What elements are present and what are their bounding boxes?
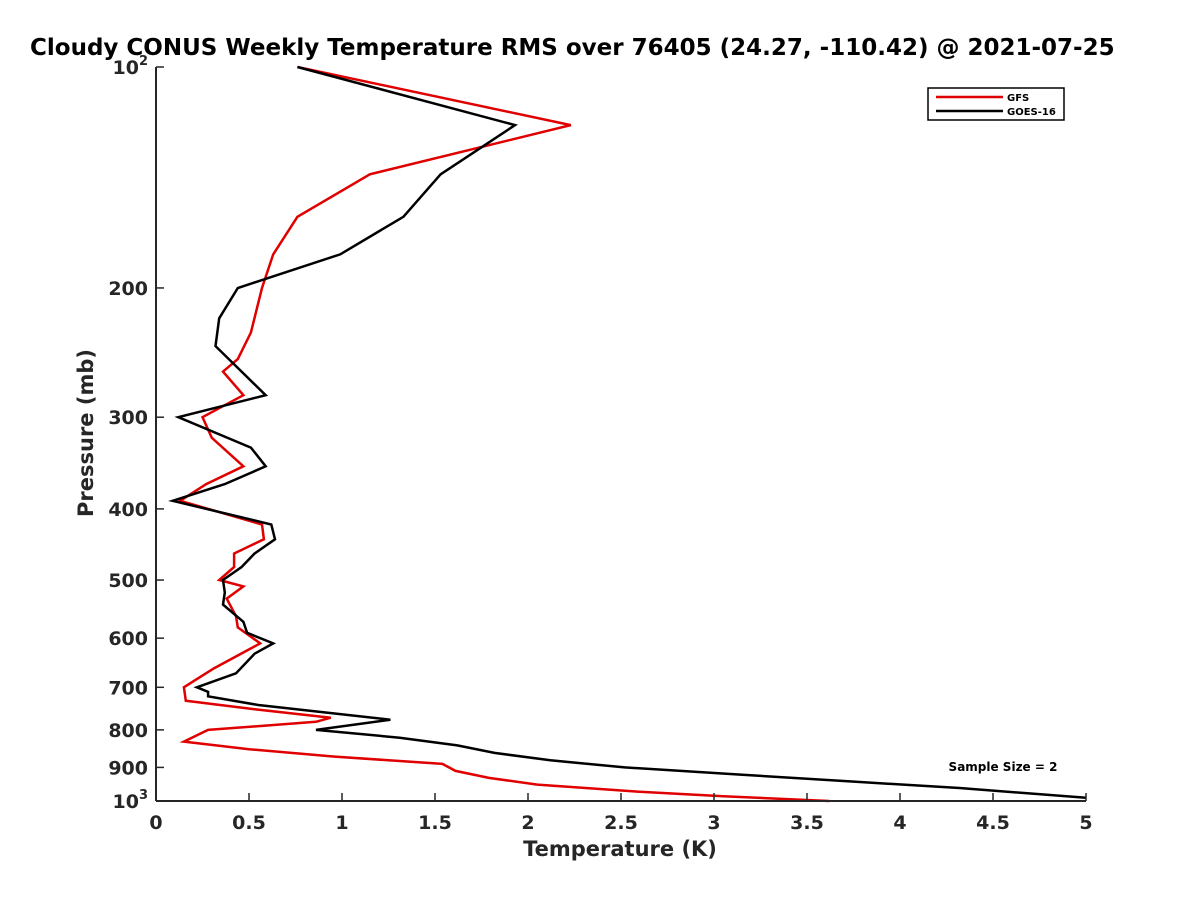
y-tick-label: 200 [108, 278, 148, 300]
y-axis-label: Pressure (mb) [74, 349, 98, 517]
chart-title: Cloudy CONUS Weekly Temperature RMS over… [30, 35, 1115, 61]
plot-area [155, 65, 1087, 803]
x-axis: 0 0.5 1 1.5 2 2.5 3 3.5 4 4.5 5 [149, 793, 1093, 834]
x-tick-label: 5 [1079, 812, 1092, 834]
y-tick-label: 600 [108, 628, 148, 650]
y-tick-label: 103 [113, 788, 149, 813]
sample-size-annotation: Sample Size = 2 [949, 760, 1058, 774]
y-tick-label: 500 [108, 570, 148, 592]
x-tick-label: 2 [521, 812, 534, 834]
legend-label-goes16: GOES-16 [1007, 107, 1056, 118]
legend: GFS GOES-16 [927, 87, 1065, 121]
x-tick-label: 1 [335, 812, 348, 834]
x-tick-label: 0.5 [232, 812, 266, 834]
y-tick-label: 102 [113, 54, 149, 79]
x-tick-label: 0 [149, 812, 162, 834]
legend-box [927, 87, 1065, 121]
x-tick-label: 3 [707, 812, 720, 834]
series-line-goes16 [168, 65, 1087, 800]
x-tick-label: 3.5 [790, 812, 824, 834]
series-line-gfs [177, 65, 830, 803]
x-axis-label: Temperature (K) [523, 837, 717, 861]
y-tick-label: 800 [108, 720, 148, 742]
y-tick-label: 700 [108, 677, 148, 699]
y-tick-label: 300 [108, 407, 148, 429]
y-axis: 102 200 300 400 500 600 700 800 900 103 [108, 54, 164, 813]
x-tick-label: 2.5 [604, 812, 638, 834]
x-tick-label: 4 [893, 812, 906, 834]
x-tick-label: 4.5 [976, 812, 1010, 834]
x-tick-label: 1.5 [418, 812, 452, 834]
legend-label-gfs: GFS [1007, 93, 1029, 104]
y-tick-label: 900 [108, 757, 148, 779]
y-tick-label: 400 [108, 499, 148, 521]
